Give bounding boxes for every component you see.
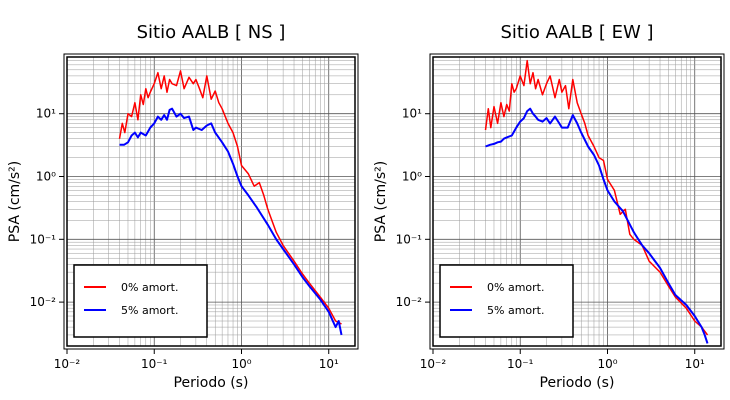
legend-label: 5% amort. [121, 304, 178, 317]
legend-label: 0% amort. [121, 281, 178, 294]
legend: 0% amort. 5% amort. [439, 264, 574, 338]
x-axis-label: Periodo (s) [540, 375, 615, 391]
plot-frame-outer [63, 53, 359, 350]
x-tick-label: 10¹ [319, 357, 339, 371]
x-tick-label: 10⁻¹ [141, 357, 168, 371]
series-line-damped [485, 107, 709, 344]
x-tick-label: 10⁻² [420, 357, 447, 371]
x-tick-label: 10⁻² [54, 357, 81, 371]
y-tick-label: 10⁻² [396, 295, 423, 309]
chart-title: Sitio AALB [ EW ] [500, 22, 653, 43]
x-tick-label: 10⁰ [231, 357, 251, 371]
y-tick-label: 10⁻² [30, 295, 57, 309]
x-tick-label: 10¹ [685, 357, 705, 371]
chart-panel-1: 10⁻² 10⁻¹ 10⁰ 10¹ 10⁻² 10⁻¹ 10⁰ 10¹ Sitio AALB [… [7, 22, 359, 391]
y-tick-label: 10¹ [402, 107, 422, 121]
chart-panel-2: 10⁻² 10⁻¹ 10⁰ 10¹ 10⁻² 10⁻¹ 10⁰ 10¹ Sitio AALB [… [373, 22, 725, 391]
series-line-damped [119, 107, 343, 336]
y-tick-label: 10⁰ [402, 170, 422, 184]
legend-box [73, 264, 208, 338]
x-axis-label: Periodo (s) [174, 375, 249, 391]
x-tick-label: 10⁰ [597, 357, 617, 371]
legend-label: 5% amort. [487, 304, 544, 317]
grid-lines [432, 56, 722, 347]
legend: 0% amort. 5% amort. [73, 264, 208, 338]
plot-frame [432, 56, 722, 347]
legend-label: 0% amort. [487, 281, 544, 294]
y-tick-label: 10⁻¹ [30, 232, 57, 246]
y-tick-label: 10⁰ [36, 170, 56, 184]
y-axis-label: PSA (cm/s²) [373, 161, 389, 243]
plot-frame-outer [429, 53, 725, 350]
y-tick-label: 10¹ [36, 107, 56, 121]
x-tick-label: 10⁻¹ [507, 357, 534, 371]
y-axis-label: PSA (cm/s²) [7, 161, 23, 243]
chart-title: Sitio AALB [ NS ] [137, 22, 286, 43]
legend-box [439, 264, 574, 338]
y-tick-label: 10⁻¹ [396, 232, 423, 246]
plot-frame [66, 56, 356, 347]
series-line-undamped [118, 70, 342, 325]
